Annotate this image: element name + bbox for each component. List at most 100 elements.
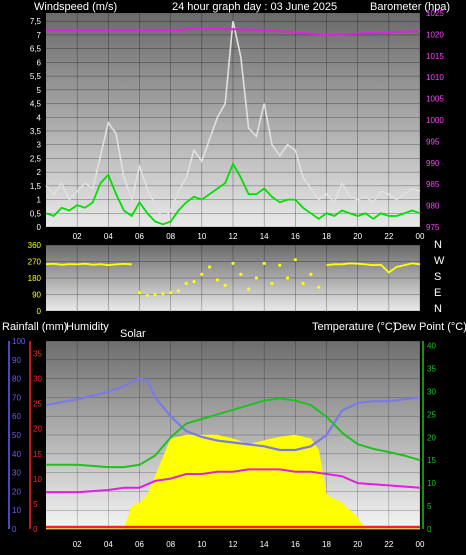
windspeed-tick-label: 6 [37,58,42,67]
temperature-axis-ticks: 0 5 10 15 20 25 30 35 40 [427,342,436,534]
windspeed-tick-label: 3 [37,141,42,150]
humidity-tick-label: 80 [12,375,21,384]
direction-point [145,293,149,298]
pressure-line [46,27,421,37]
humidity-line [45,377,421,452]
wind-x-tick-label: 20 [353,232,362,241]
rainfall-tick-label: 10 [33,475,42,484]
barometer-tick-label: 985 [426,180,440,189]
direction-line-morning [45,262,132,267]
windspeed-tick-label: 1 [37,196,42,205]
direction-point [293,258,297,262]
direction-point [215,278,220,282]
wind-x-tick-label: 10 [197,232,206,241]
temperature-x-tick-label: 12 [229,540,238,549]
humidity-tick-label: 0 [12,525,17,534]
windspeed-axis-ticks: 0 0,5 1 1,5 2 2,5 3 3,5 4 4,5 5 5,5 6 6,5 7 7,5 [30,17,42,232]
wind-x-axis-ticks: 02 04 06 08 10 12 14 16 18 20 22 00 [73,232,425,241]
temperature-x-tick-label: 10 [197,540,206,549]
wind-x-tick-label: 12 [229,232,238,241]
humidity-tick-label: 70 [12,393,21,402]
direction-point [153,292,157,297]
rainfall-tick-label: 25 [33,400,42,409]
windspeed-tick-label: 5,5 [30,72,42,81]
wind-x-tick-label: 06 [135,232,144,241]
windspeed-tick-label: 5 [37,86,42,95]
temperature-x-tick-label: 06 [135,540,144,549]
wind-series [45,21,421,226]
direction-tick-label: 180 [28,274,42,283]
barometer-tick-label: 980 [426,202,440,211]
wind-x-tick-label: 22 [384,232,393,241]
temperature-tick-label: 10 [427,479,436,488]
humidity-tick-label: 40 [12,450,21,459]
compass-label: W [434,255,445,267]
windspeed-tick-label: 1,5 [30,182,42,191]
direction-point [285,276,290,280]
temperature-x-tick-label: 22 [384,540,393,549]
compass-label: E [434,287,441,299]
direction-point [246,287,251,291]
direction-line-evening [326,262,421,274]
windspeed-tick-label: 4 [37,113,42,122]
direction-tick-label: 360 [28,241,42,250]
temperature-x-tick-label: 14 [260,540,269,549]
temperature-axis-label: Temperature (°C) [312,321,396,333]
temperature-tick-label: 15 [427,456,436,465]
temperature-tick-label: 0 [427,525,432,534]
rainfall-tick-label: 35 [33,350,42,359]
rainfall-tick-label: 0 [33,525,38,534]
rainfall-tick-label: 30 [33,375,42,384]
rainfall-axis-label: Rainfall (mm) [2,321,67,333]
barometer-tick-label: 995 [426,137,440,146]
direction-point [254,276,258,280]
wind-line [45,161,421,226]
direction-point [317,285,321,289]
wind-x-tick-label: 18 [322,232,331,241]
humidity-axis-label: Humidity [66,321,109,333]
direction-point [192,280,196,284]
windspeed-tick-label: 2,5 [30,154,42,163]
direction-point [239,272,243,276]
barometer-axis-label: Barometer (hpa) [370,1,450,13]
direction-tick-label: 90 [32,291,41,300]
direction-tick-label: 270 [28,258,42,267]
barometer-tick-label: 975 [426,223,440,232]
windspeed-tick-label: 0,5 [30,209,42,218]
dewpoint-line [46,468,421,494]
temperature-tick-label: 35 [427,365,436,374]
wind-x-tick-label: 04 [104,232,113,241]
barometer-tick-label: 1015 [426,52,444,61]
temperature-x-axis-ticks: 02 04 06 08 10 12 14 16 18 20 22 00 [73,540,425,549]
gust-line [45,21,421,221]
wind-plot-grid [46,13,421,228]
temperature-x-tick-label: 00 [416,540,425,549]
direction-point [270,281,274,286]
direction-point [137,291,142,295]
temperature-tick-label: 20 [427,433,436,442]
humidity-tick-label: 10 [12,506,21,515]
windspeed-axis-label: Windspeed (m/s) [34,1,117,13]
humidity-tick-label: 50 [12,431,21,440]
barometer-tick-label: 1020 [426,30,444,39]
windspeed-tick-label: 7 [37,31,42,40]
humidity-tick-label: 60 [12,412,21,421]
temperature-tick-label: 25 [427,410,436,419]
windspeed-tick-label: 0 [37,223,42,232]
rainfall-tick-label: 15 [33,450,42,459]
humidity-tick-label: 90 [12,356,21,365]
wind-x-tick-label: 14 [260,232,269,241]
temperature-x-tick-label: 16 [291,540,300,549]
temperature-tick-label: 40 [427,342,436,351]
humidity-axis-ticks: 0 10 20 30 40 50 60 70 80 90 100 [12,337,26,534]
compass-label: N [434,239,442,251]
wind-x-tick-label: 02 [73,232,82,241]
temperature-x-tick-label: 04 [104,540,113,549]
windspeed-tick-label: 6,5 [30,45,42,54]
rainfall-axis-ticks: 0 5 10 15 20 25 30 35 [33,350,42,534]
direction-point [262,261,266,265]
windspeed-tick-label: 3,5 [30,127,42,136]
direction-plot-grid [46,244,421,312]
